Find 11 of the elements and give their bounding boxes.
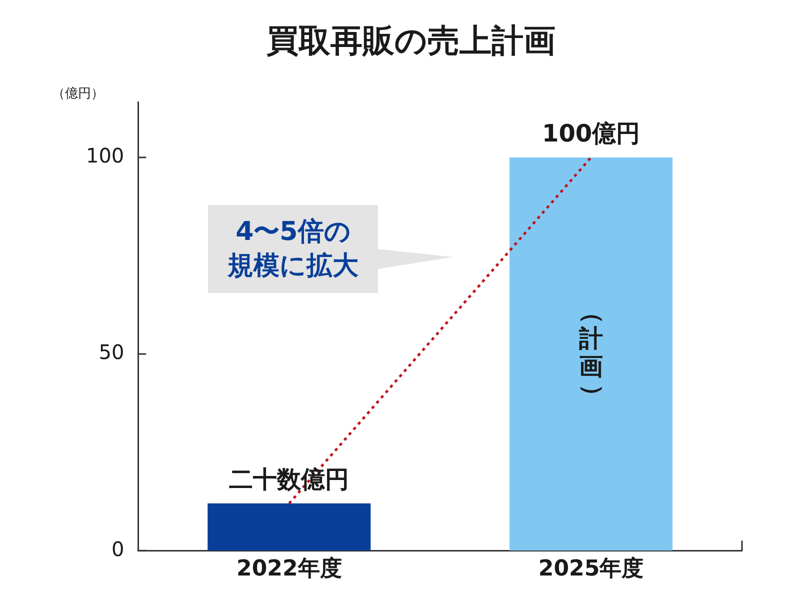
y-tick-label: 100 bbox=[86, 144, 124, 168]
annotation: （計画） bbox=[578, 300, 607, 408]
data-label: 二十数億円 bbox=[229, 466, 350, 494]
x-tick-label: 2022年度 bbox=[236, 556, 342, 582]
chart-title: 買取再販の売上計画 bbox=[266, 22, 556, 60]
annotation: 4〜5倍の規模に拡大 bbox=[226, 216, 360, 284]
y-tick-label: 50 bbox=[98, 340, 124, 364]
y-axis-title: （億円） bbox=[52, 86, 104, 102]
x-tick-label: 2025年度 bbox=[538, 556, 644, 582]
y-tick-label: 0 bbox=[111, 536, 124, 561]
data-label: 100億円 bbox=[542, 120, 640, 148]
